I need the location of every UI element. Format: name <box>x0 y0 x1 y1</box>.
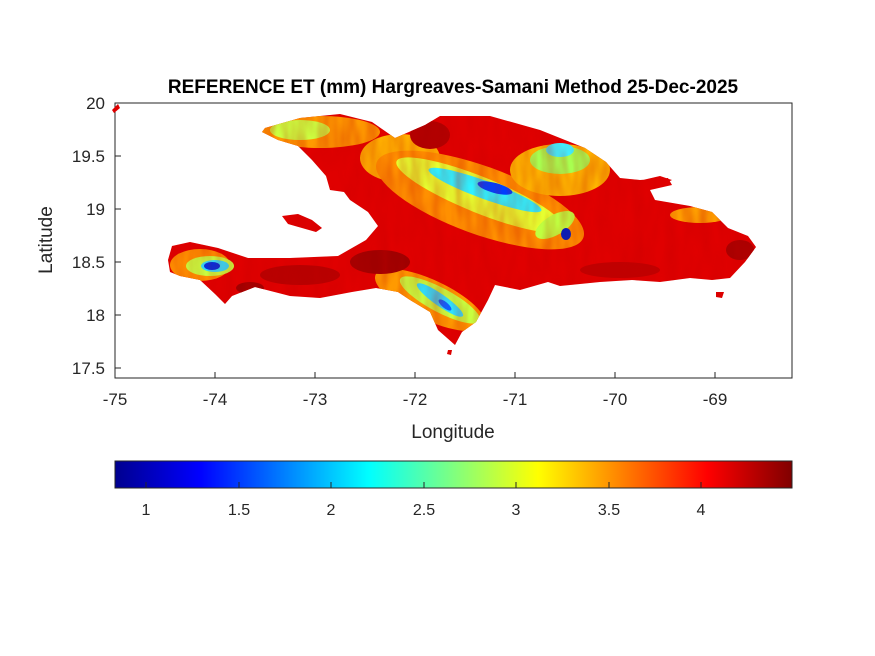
colorbar-tick-label: 2.5 <box>413 502 435 519</box>
y-tick-label: 19.5 <box>72 147 105 166</box>
x-axis-label: Longitude <box>411 422 494 443</box>
chart-title: REFERENCE ET (mm) Hargreaves-Samani Meth… <box>168 77 739 98</box>
y-tick-label: 19 <box>86 200 105 219</box>
colorbar-tick-label: 1.5 <box>228 502 250 519</box>
x-tick-label: -74 <box>203 390 228 409</box>
colorbar-tick-label: 3.5 <box>598 502 620 519</box>
colorbar <box>114 460 793 489</box>
colorbar-tick-label: 1 <box>142 502 151 519</box>
colorbar-tick-label: 4 <box>697 502 706 519</box>
colorbar-ticks <box>145 482 702 488</box>
x-tick-label: -69 <box>703 390 728 409</box>
x-axis <box>114 372 716 378</box>
x-tick-label: -70 <box>603 390 628 409</box>
x-tick-label: -73 <box>303 390 328 409</box>
x-tick-label: -72 <box>403 390 428 409</box>
x-tick-label: -75 <box>103 390 128 409</box>
colorbar-tick-label: 2 <box>327 502 336 519</box>
y-axis-label: Latitude <box>36 206 57 274</box>
y-tick-label: 17.5 <box>72 359 105 378</box>
y-tick-label: 18 <box>86 306 105 325</box>
y-tick-label: 18.5 <box>72 253 105 272</box>
x-tick-label: -71 <box>503 390 528 409</box>
y-tick-label: 20 <box>86 94 105 113</box>
colorbar-tick-label: 3 <box>512 502 521 519</box>
y-axis <box>115 102 121 369</box>
